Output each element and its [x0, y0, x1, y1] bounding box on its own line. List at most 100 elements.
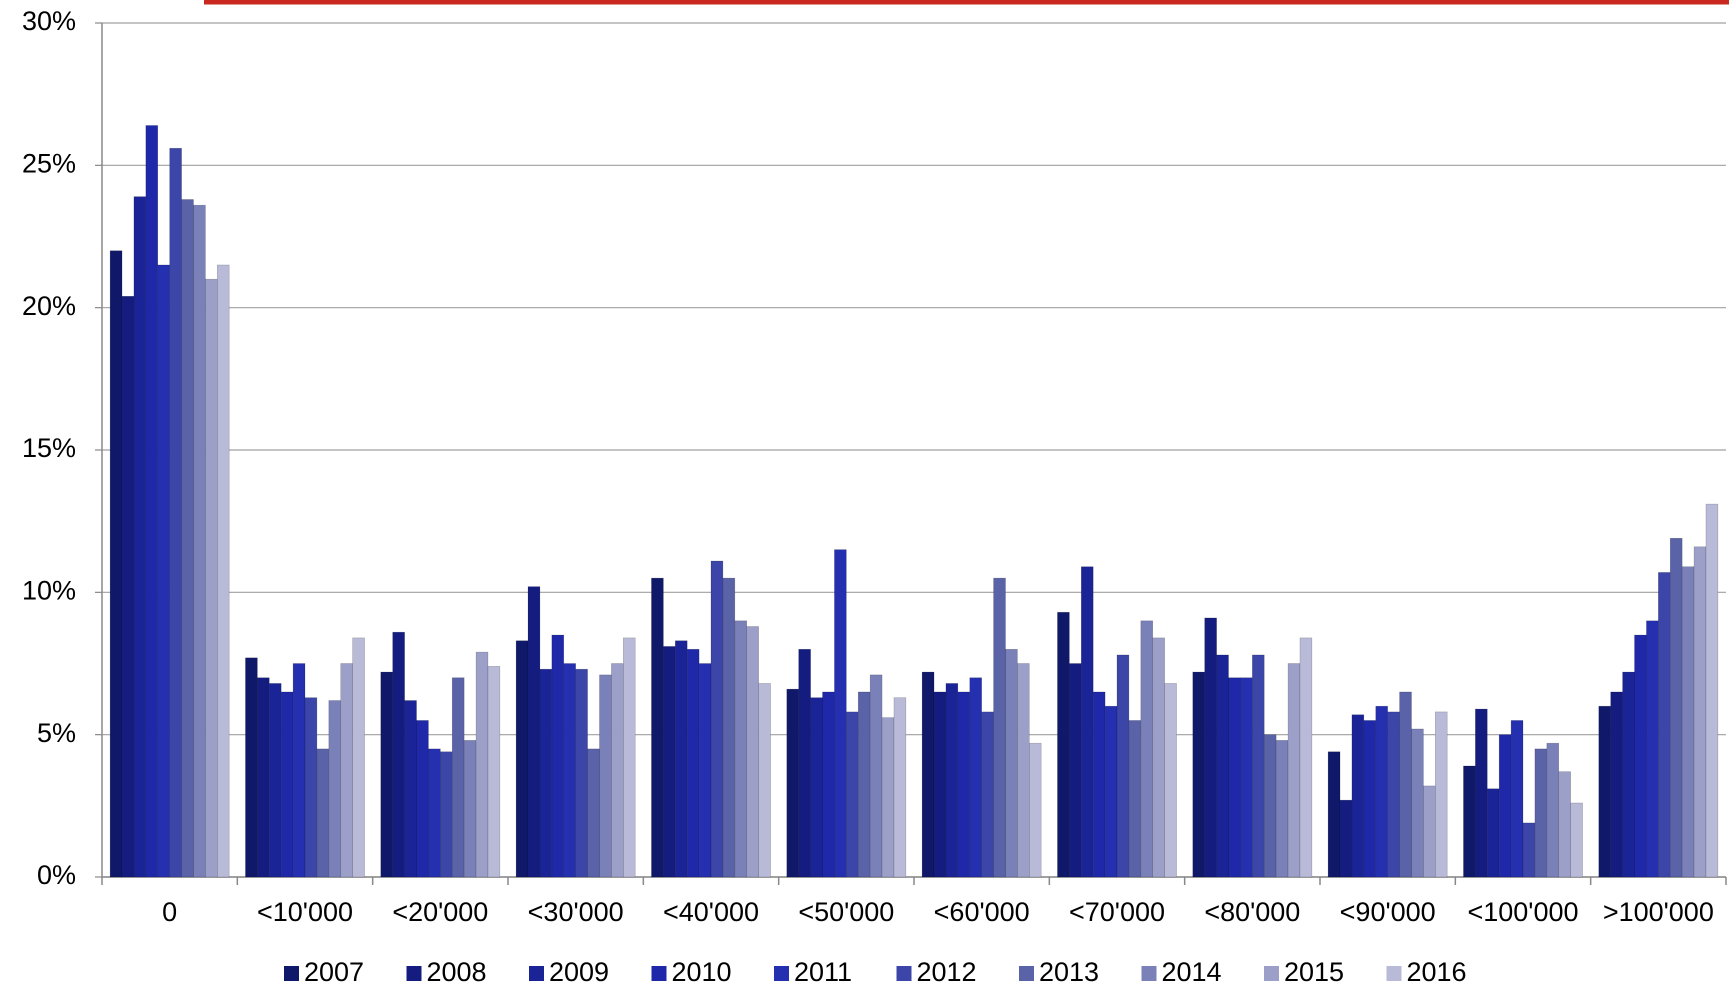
bar — [786, 688, 799, 878]
x-tick-label: <100'000 — [1467, 897, 1578, 927]
x-tick-label: <20'000 — [392, 897, 488, 927]
bar — [193, 204, 206, 878]
bar — [710, 560, 724, 878]
bar — [527, 586, 541, 878]
bar — [1622, 671, 1635, 878]
bar — [217, 264, 230, 878]
y-tick-label: 0% — [37, 860, 76, 890]
bar — [487, 666, 501, 878]
bar — [1152, 637, 1165, 878]
bar — [623, 637, 636, 878]
bar — [810, 697, 823, 878]
legend-swatch — [651, 966, 667, 981]
legend-swatch — [529, 966, 544, 981]
x-tick-label: <10'000 — [257, 897, 353, 927]
bar — [515, 640, 529, 878]
bar — [698, 663, 712, 878]
legend-label: 2007 — [304, 957, 364, 987]
bar — [1387, 711, 1400, 878]
bar — [352, 637, 365, 878]
legend-label: 2008 — [427, 957, 487, 987]
x-tick-label: <60'000 — [934, 897, 1030, 927]
bar — [758, 683, 771, 878]
bar — [1140, 620, 1154, 878]
bar — [1399, 691, 1412, 878]
legend-swatch — [1264, 966, 1279, 981]
y-tick-label: 20% — [22, 291, 76, 321]
bar — [475, 651, 489, 878]
bar — [1411, 728, 1424, 878]
x-tick-label: <90'000 — [1340, 897, 1436, 927]
bar — [893, 697, 907, 878]
bar — [181, 199, 194, 878]
legend-swatch — [1019, 966, 1034, 981]
bar — [686, 648, 700, 878]
bar — [1327, 751, 1341, 878]
bar — [1363, 720, 1377, 878]
bar — [392, 631, 405, 878]
bar — [563, 663, 576, 878]
legend-label: 2011 — [794, 957, 852, 987]
bar — [416, 720, 429, 878]
bar — [551, 634, 565, 878]
bar — [1128, 720, 1142, 878]
bar — [1646, 620, 1659, 878]
bar — [1498, 734, 1512, 878]
bar — [798, 648, 811, 878]
bar — [1204, 617, 1217, 878]
bar — [611, 663, 624, 878]
bar — [1005, 648, 1018, 878]
legend-swatch — [406, 966, 422, 981]
bar — [380, 671, 393, 878]
bar — [674, 640, 688, 878]
bar — [651, 577, 664, 878]
bar — [1116, 654, 1130, 878]
bar — [1164, 683, 1177, 878]
bar — [957, 691, 971, 878]
legend-label: 2015 — [1284, 957, 1344, 987]
bar — [834, 549, 847, 878]
bar — [340, 663, 353, 878]
y-tick-label: 10% — [22, 575, 76, 605]
bar — [722, 577, 736, 878]
bar — [1435, 711, 1448, 878]
bar — [1423, 785, 1436, 878]
bar — [1275, 740, 1289, 878]
bar — [1375, 705, 1388, 878]
legend-swatch — [1386, 966, 1402, 981]
bar — [857, 691, 871, 878]
bar — [1705, 503, 1719, 878]
bar — [205, 278, 218, 878]
bar — [1351, 714, 1365, 878]
bar — [1693, 546, 1707, 878]
bar — [822, 691, 835, 878]
bar — [1080, 566, 1094, 878]
bar — [1069, 663, 1082, 878]
bar — [1252, 654, 1265, 878]
bar — [663, 646, 676, 878]
bar — [1029, 742, 1042, 878]
bar — [1681, 566, 1695, 878]
bar — [1546, 742, 1560, 878]
bar — [268, 683, 282, 878]
bar — [1228, 677, 1241, 878]
y-tick-label: 25% — [22, 148, 76, 178]
legend-label: 2014 — [1162, 957, 1222, 987]
x-tick-label: <30'000 — [528, 897, 624, 927]
bar — [1339, 799, 1353, 878]
bar — [539, 668, 553, 878]
bar — [157, 264, 170, 878]
bar — [1299, 637, 1313, 878]
bar — [109, 250, 123, 878]
y-tick-label: 15% — [22, 433, 76, 463]
legend-label: 2016 — [1407, 957, 1467, 987]
bar — [1598, 705, 1611, 878]
bar — [404, 700, 417, 878]
bar — [881, 717, 895, 878]
x-tick-label: <70'000 — [1069, 897, 1165, 927]
bar — [1558, 771, 1571, 878]
legend-swatch — [284, 966, 299, 981]
bar — [1486, 788, 1500, 878]
bar — [121, 295, 135, 878]
